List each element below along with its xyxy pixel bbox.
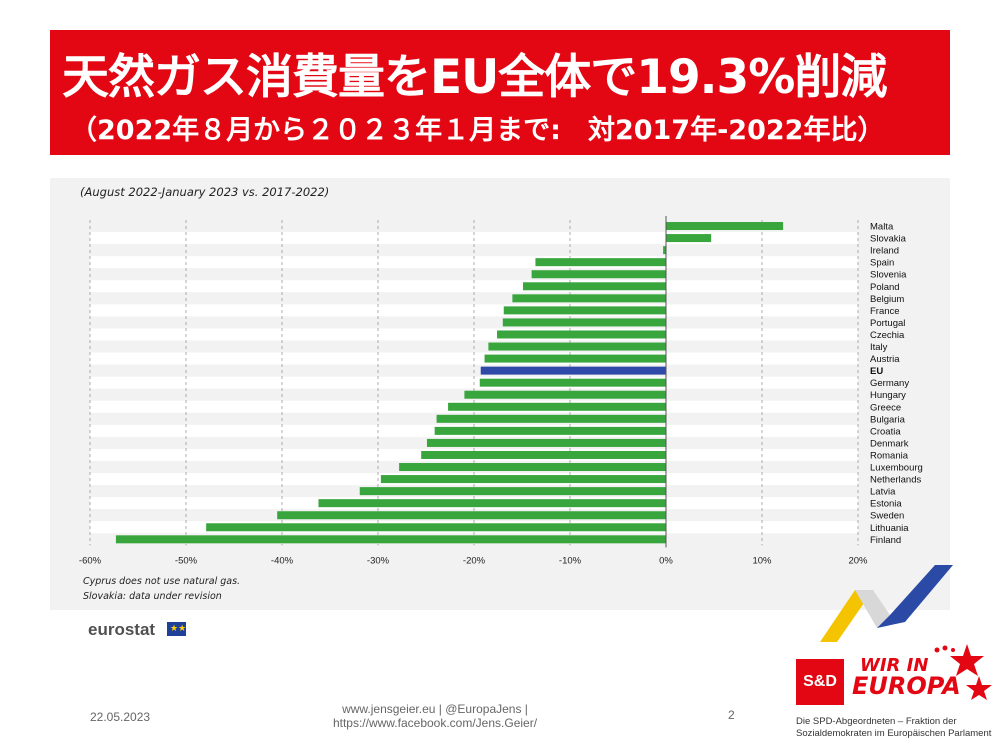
x-tick-label: -50% [175,555,198,566]
ribbon-decoration [820,565,953,642]
category-label: Austria [870,354,900,365]
bar-hungary [464,390,666,399]
category-label: Denmark [870,438,909,449]
star-icon [934,644,992,700]
bar-italy [488,342,666,351]
category-label: EU [870,366,883,377]
bar-france [503,306,666,315]
category-label: Czechia [870,330,905,341]
title-banner: 天然ガス消費量をEU全体で19.3%削減 （2022年８月から２０２３年１月まで… [50,30,950,155]
chart-panel: (August 2022-January 2023 vs. 2017-2022)… [50,178,950,610]
bar-ireland [663,246,666,255]
bar-belgium [512,294,666,303]
footer-links-line1[interactable]: www.jensgeier.eu | @EuropaJens | [342,702,528,716]
x-tick-label: 10% [752,555,772,566]
chart-subtitle: (August 2022-January 2023 vs. 2017-2022) [80,185,330,199]
bar-bulgaria [436,414,666,423]
slogan-line2: EUROPA [852,672,961,700]
bar-chart: MaltaSlovakiaIrelandSpainSloveniaPolandB… [79,216,923,566]
category-label: Malta [870,222,894,233]
category-label: Netherlands [870,475,921,486]
category-label: Bulgaria [870,414,906,425]
disclaimer-line2: Sozialdemokraten im Europäischen Parlame… [796,728,992,739]
footer-links-line2[interactable]: https://www.facebook.com/Jens.Geier/ [332,716,538,730]
bar-slovakia [666,234,712,243]
category-label: Greece [870,402,901,413]
category-label: Hungary [870,390,906,401]
bar-germany [479,378,666,387]
bar-poland [522,282,666,291]
x-tick-label: 0% [659,555,673,566]
category-label: Poland [870,282,900,293]
chart-note-cyprus: Cyprus does not use natural gas. [83,576,241,587]
category-label: Italy [870,342,888,353]
category-label: Portugal [870,318,905,329]
category-label: Spain [870,258,894,269]
category-label: Sweden [870,511,904,522]
bar-lithuania [206,523,666,532]
bar-czechia [497,330,666,339]
x-tick-label: -30% [367,555,390,566]
category-label: Latvia [870,487,896,498]
page-subtitle: （2022年８月から２０２３年１月まで: 対2017年-2022年比） [70,115,885,146]
chart-note-slovakia: Slovakia: data under revision [83,591,222,602]
page-title: 天然ガス消費量をEU全体で19.3%削減 [62,50,887,105]
category-label: Slovakia [870,234,907,245]
bar-netherlands [380,475,666,484]
bar-malta [666,222,784,231]
category-label: Slovenia [870,270,907,281]
x-tick-label: -40% [271,555,294,566]
footer-date: 22.05.2023 [90,710,151,724]
bar-estonia [318,499,666,508]
bar-eu [480,366,666,375]
page-number: 2 [728,708,735,722]
bar-spain [535,258,666,267]
sd-logo: S&D [796,659,844,705]
party-disclaimer: Die SPD-Abgeordneten – Fraktion der Sozi… [796,716,991,740]
bar-austria [484,354,666,363]
x-tick-label: -60% [79,555,102,566]
bar-portugal [502,318,666,327]
bar-croatia [434,426,666,435]
category-label: Luxembourg [870,463,923,474]
slogan-line1: WIR IN [860,655,929,676]
disclaimer-line1: Die SPD-Abgeordneten – Fraktion der [796,716,957,727]
bar-finland [115,535,667,544]
category-label: Estonia [870,499,902,510]
bar-latvia [359,487,666,496]
category-label: Romania [870,450,909,461]
eurostat-logo: eurostat [88,620,156,639]
category-label: Germany [870,378,909,389]
category-label: Lithuania [870,523,909,534]
x-tick-label: 20% [848,555,868,566]
footer-links[interactable]: www.jensgeier.eu | @EuropaJens | https:/… [320,702,550,730]
category-label: Ireland [870,246,899,257]
bar-sweden [277,511,666,520]
category-label: Croatia [870,426,901,437]
category-label: France [870,306,900,317]
category-label: Belgium [870,294,904,305]
eu-flag-icon: ★★ [167,622,186,636]
bar-romania [421,450,666,459]
bar-greece [448,402,666,411]
bar-denmark [426,438,666,447]
x-tick-label: -10% [559,555,582,566]
bar-luxembourg [399,463,666,472]
category-label: Finland [870,535,901,546]
bar-slovenia [531,270,666,279]
x-tick-label: -20% [463,555,486,566]
